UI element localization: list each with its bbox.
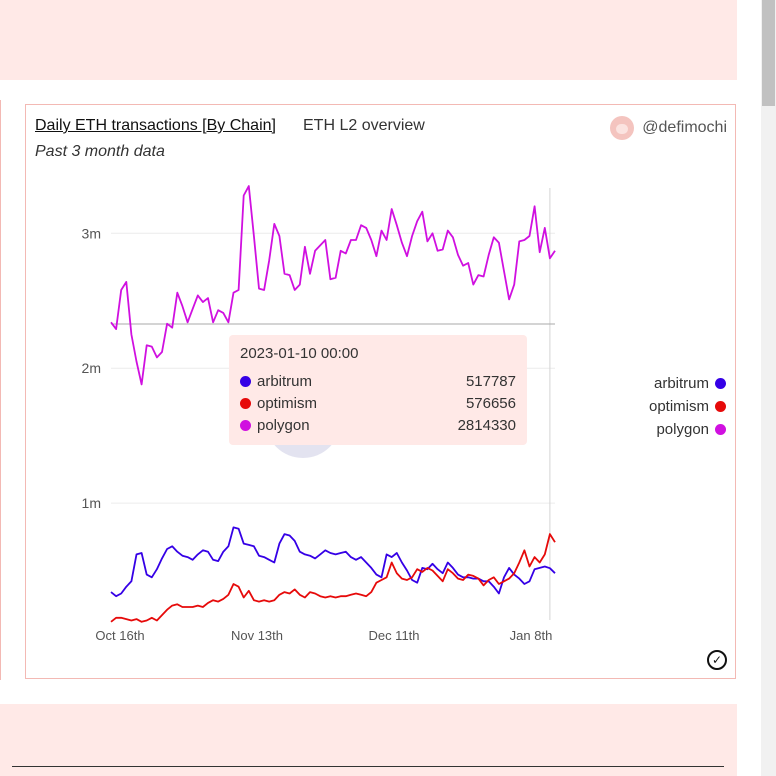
chart-title-link[interactable]: Daily ETH transactions [By Chain]: [35, 117, 276, 134]
dashboard-tag[interactable]: ETH L2 overview: [303, 117, 425, 134]
avatar: [610, 116, 635, 140]
optimism-legend-dot-icon: [715, 401, 726, 412]
author-badge[interactable]: @defimochi: [610, 116, 727, 140]
chart-legend: arbitrum optimism polygon: [649, 372, 726, 441]
tooltip-series-name: optimism: [257, 394, 318, 412]
arbitrum-legend-dot-icon: [715, 378, 726, 389]
polygon-legend-dot-icon: [715, 424, 726, 435]
legend-item-optimism[interactable]: optimism: [649, 395, 726, 418]
tooltip-series-value: 517787: [465, 372, 516, 390]
top-banner: [0, 0, 737, 80]
tooltip-date: 2023-01-10 00:00: [240, 345, 359, 362]
optimism-dot-icon: [240, 397, 251, 409]
tooltip-row-polygon: polygon 2814330: [240, 414, 516, 436]
scrollbar-thumb[interactable]: [762, 0, 775, 106]
legend-label: arbitrum: [653, 375, 709, 392]
legend-item-polygon[interactable]: polygon: [649, 418, 726, 441]
left-panel-edge: [0, 100, 1, 680]
legend-label: optimism: [648, 398, 709, 415]
tooltip-row-optimism: optimism 576656: [240, 392, 516, 414]
tooltip-series-name: polygon: [257, 416, 310, 434]
divider: [12, 766, 724, 767]
tooltip-series-value: 2814330: [457, 416, 516, 434]
legend-label: polygon: [656, 421, 709, 438]
chart-tooltip: 2023-01-10 00:00 arbitrum 517787 optimis…: [229, 335, 527, 445]
tooltip-series-name: arbitrum: [257, 372, 313, 390]
scrollbar[interactable]: [761, 0, 776, 776]
bottom-banner: [0, 704, 737, 776]
verified-check-icon: ✓: [707, 650, 727, 670]
arbitrum-dot-icon: [240, 375, 251, 387]
polygon-dot-icon: [240, 419, 251, 431]
author-name[interactable]: @defimochi: [642, 119, 727, 136]
legend-item-arbitrum[interactable]: arbitrum: [649, 372, 726, 395]
tooltip-row-arbitrum: arbitrum 517787: [240, 370, 516, 392]
chart-description: Past 3 month data: [35, 143, 165, 160]
tooltip-series-value: 576656: [465, 394, 516, 412]
